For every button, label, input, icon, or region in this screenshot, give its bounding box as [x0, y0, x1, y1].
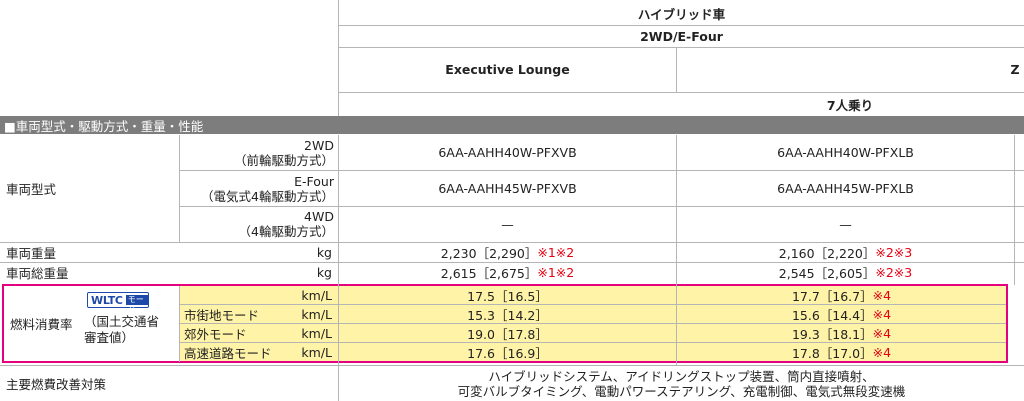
z-weight: 2,160［2,220］ ※2※3	[677, 243, 1014, 261]
seats-label: 7人乗り	[826, 97, 874, 113]
z-efour-code: 6AA-AAHH45W-PFXLB	[777, 181, 914, 196]
exec-fuel-city: 15.3［14.2］	[467, 307, 548, 323]
exec-gross-weight: 2,615［2,675］ ※1※2	[339, 263, 676, 282]
drive-2wd-line1: 2WD	[304, 137, 334, 153]
header-drive: 2WD/E-Four	[640, 28, 723, 44]
measures-line1: ハイブリッドシステム、アイドリングストップ装置、筒内直接噴射、	[488, 368, 875, 384]
z-2wd-code: 6AA-AAHH40W-PFXLB	[777, 145, 914, 160]
z-4wd-code: —	[839, 216, 852, 232]
fuel-city-mode: 市街地モード	[184, 307, 260, 323]
z-fuel-highway: 17.8［17.0］ ※4	[677, 343, 1006, 361]
grade-z: Z	[1010, 62, 1020, 77]
fuel-highway-mode: 高速道路モード	[184, 345, 272, 361]
wltc-badge: WLTC モード	[87, 292, 149, 314]
drive-2wd-line2: （前輪駆動方式）	[233, 152, 334, 168]
z-fuel-highway-value: 17.8［17.0］	[791, 345, 873, 361]
measures-text: ハイブリッドシステム、アイドリングストップ装置、筒内直接噴射、 可変バルブタイミ…	[339, 366, 1024, 401]
exec-fuel-suburban: 19.0［17.8］	[467, 326, 548, 342]
gross-weight-unit: kg	[316, 265, 332, 280]
fuel-highlight-border	[2, 284, 1008, 363]
exec-weight-value: 2,230［2,290］	[440, 245, 538, 261]
z-fuel-suburban: 19.3［18.1］ ※4	[677, 324, 1006, 342]
fuel-suburban-unit: km/L	[301, 325, 332, 341]
approval-line2: 審査値）	[84, 330, 135, 345]
measures-label: 主要燃費改善対策	[6, 377, 107, 392]
fuel-highway-unit: km/L	[301, 344, 332, 360]
drive-efour-line2: （電気式4輪駆動方式）	[201, 188, 334, 204]
z-fuel-suburban-value: 19.3［18.1］	[791, 326, 873, 342]
z-fuel-city-note: ※4	[872, 306, 892, 322]
gross-weight-label: 車両総重量	[6, 266, 69, 281]
fuel-approval: （国土交通省 審査値）	[84, 312, 180, 348]
drive-4wd-line1: 4WD	[304, 209, 334, 224]
z-gross-weight: 2,545［2,605］ ※2※3	[677, 263, 1014, 282]
exec-efour-code: 6AA-AAHH45W-PFXVB	[438, 181, 577, 196]
section-band	[0, 116, 1024, 134]
drive-4wd-line2: （4輪駆動方式）	[238, 224, 334, 239]
weight-label: 車両重量	[6, 245, 57, 261]
weight-unit: kg	[316, 244, 332, 260]
z-fuel-suburban-note: ※4	[872, 325, 892, 341]
z-weight-value: 2,160［2,220］	[778, 245, 876, 261]
z-gross-weight-value: 2,545［2,605］	[778, 266, 876, 281]
vehicle-type-efour: E-Four （電気式4輪駆動方式）	[180, 171, 336, 206]
approval-line1: （国土交通省	[84, 314, 160, 329]
exec-2wd-code: 6AA-AAHH40W-PFXVB	[438, 145, 577, 160]
z-fuel-overall-value: 17.7［16.7］	[791, 288, 873, 304]
exec-gross-weight-value: 2,615［2,675］	[440, 266, 538, 281]
z-fuel-overall-note: ※4	[872, 287, 892, 303]
z-fuel-highway-note: ※4	[872, 344, 892, 360]
z-fuel-overall: 17.7［16.7］ ※4	[677, 286, 1006, 304]
drive-efour-line1: E-Four	[294, 173, 334, 189]
fuel-city-unit: km/L	[301, 306, 332, 322]
exec-fuel-highway: 17.6［16.9］	[467, 345, 548, 361]
z-gross-weight-note: ※2※3	[875, 265, 913, 280]
z-fuel-city-value: 15.6［14.4］	[791, 307, 873, 323]
exec-weight: 2,230［2,290］ ※1※2	[339, 243, 676, 261]
exec-fuel-overall: 17.5［16.5］	[467, 288, 548, 304]
wltc-mode-text: モード	[125, 295, 148, 314]
wltc-logo-text: WLTC	[91, 293, 123, 307]
fuel-label: 燃料消費率	[10, 317, 73, 332]
z-fuel-city: 15.6［14.4］ ※4	[677, 305, 1006, 323]
vehicle-type-4wd: 4WD （4輪駆動方式）	[180, 207, 336, 241]
header-hybrid: ハイブリッド車	[637, 6, 726, 22]
fuel-overall-unit: km/L	[301, 287, 332, 303]
z-weight-note: ※2※3	[875, 244, 913, 260]
fuel-suburban-mode: 郊外モード	[184, 326, 247, 342]
exec-gross-weight-note: ※1※2	[537, 265, 575, 280]
exec-weight-note: ※1※2	[537, 244, 575, 260]
section-title: ■車両型式・駆動方式・重量・性能	[4, 118, 204, 134]
vehicle-type-label: 車両型式	[6, 181, 57, 197]
vehicle-type-2wd: 2WD （前輪駆動方式）	[180, 135, 336, 170]
grade-executive-lounge: Executive Lounge	[445, 62, 570, 77]
exec-4wd-code: —	[501, 216, 514, 232]
measures-line2: 可変バルブタイミング、電動パワーステアリング、充電制御、電気式無段変速機	[457, 383, 906, 399]
